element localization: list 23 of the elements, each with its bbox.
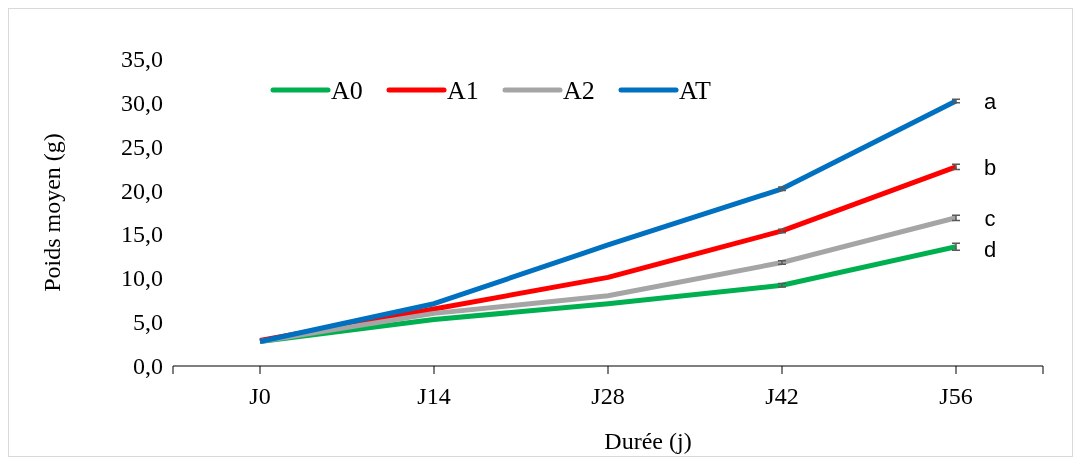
y-tick-label: 20,0 xyxy=(121,177,163,204)
x-tick-label: J28 xyxy=(591,383,625,409)
y-tick-label: 35,0 xyxy=(121,46,163,72)
annotation: a xyxy=(983,89,997,115)
x-tick-label: J42 xyxy=(765,383,799,409)
x-tick-label: J14 xyxy=(417,383,451,409)
y-tick-label: 25,0 xyxy=(121,133,163,160)
annotation: c xyxy=(984,205,996,231)
legend-label: A2 xyxy=(563,76,595,105)
y-tick-label: 0,0 xyxy=(133,353,163,379)
annotation: b xyxy=(983,154,997,180)
x-tick-label: J0 xyxy=(249,383,271,409)
legend-label: A1 xyxy=(447,76,479,105)
y-tick-label: 5,0 xyxy=(133,309,163,336)
x-tick-label: J56 xyxy=(939,383,973,409)
annotation: d xyxy=(983,237,997,263)
legend-label: AT xyxy=(679,76,711,105)
y-tick-label: 15,0 xyxy=(121,221,163,248)
x-axis-title: Durée (j) xyxy=(604,428,692,454)
y-axis-title: Poids moyen (g) xyxy=(39,133,65,292)
legend-label: A0 xyxy=(331,76,363,105)
y-tick-label: 30,0 xyxy=(121,89,163,116)
y-tick-label: 10,0 xyxy=(121,265,163,292)
